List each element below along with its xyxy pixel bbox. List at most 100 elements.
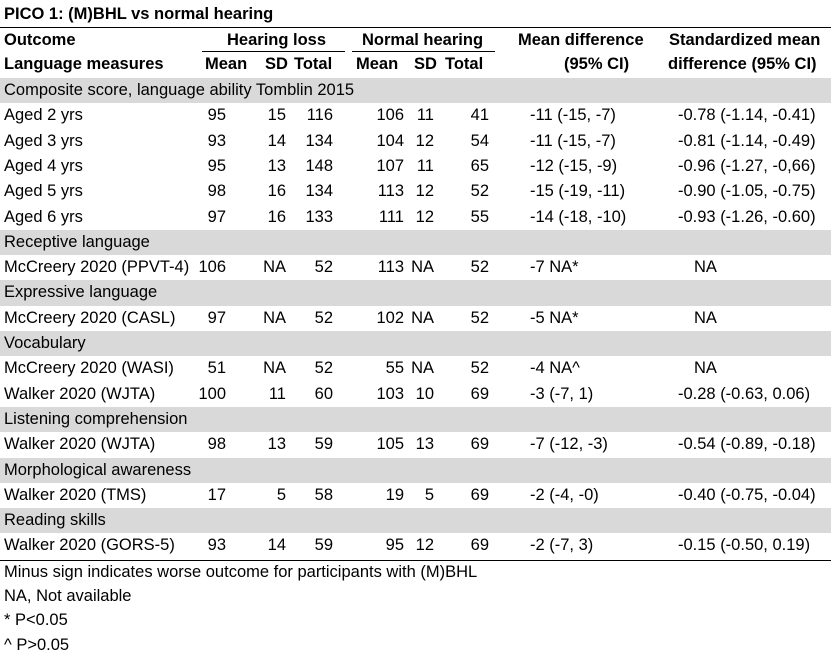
cell-label: McCreery 2020 (PPVT-4) — [4, 258, 190, 277]
cell-normal-hearing-total: 52 — [470, 308, 489, 327]
header-mean-difference: Mean difference — [518, 31, 644, 49]
cell-mean-difference: -15 (-19, -11) — [530, 182, 626, 201]
section-row: Expressive language — [0, 280, 831, 306]
cell-normal-hearing-sd: 5 — [424, 485, 434, 504]
cell-hearing-loss-mean: 51 — [207, 359, 226, 378]
table-row: Aged 4 yrs 95 13 148 107 11 65 -12 (-15, -9) -0.… — [0, 154, 831, 179]
bottom-rule — [0, 560, 831, 561]
cell-hearing-loss-total: 133 — [305, 207, 333, 226]
cell-label: Walker 2020 (GORS-5) — [4, 536, 175, 555]
cell-hearing-loss-sd: 13 — [267, 156, 286, 175]
cell-standardized-mean-difference: -0.96 (-1.27, -0,66) — [678, 156, 816, 175]
cell-mean-difference: -14 (-18, -10) — [530, 207, 627, 226]
cell-normal-hearing-total: 41 — [470, 106, 489, 125]
header-hl-total: Total — [294, 55, 333, 73]
header-mean-difference-ci: (95% CI) — [564, 55, 630, 73]
cell-hearing-loss-total: 52 — [314, 359, 333, 378]
cell-hearing-loss-total: 116 — [306, 106, 333, 125]
cell-normal-hearing-sd: 12 — [415, 536, 434, 555]
cell-hearing-loss-sd: 15 — [267, 106, 286, 125]
cell-hearing-loss-total: 148 — [305, 156, 333, 175]
cell-mean-difference: -7 (-12, -3) — [530, 435, 608, 454]
table-row: Walker 2020 (WJTA) 100 11 60 103 10 69 -3 (-7, … — [0, 382, 831, 407]
cell-label: Aged 5 yrs — [4, 182, 83, 201]
cell-normal-hearing-sd: 12 — [415, 182, 434, 201]
cell-normal-hearing-total: 69 — [470, 435, 489, 454]
cell-normal-hearing-mean: 106 — [376, 106, 404, 125]
cell-normal-hearing-mean: 113 — [377, 258, 404, 277]
cell-mean-difference: -2 (-4, -0) — [530, 485, 599, 504]
cell-mean-difference: -4 NA^ — [530, 359, 580, 378]
cell-mean-difference: -3 (-7, 1) — [530, 384, 594, 403]
cell-hearing-loss-sd: 11 — [268, 384, 286, 403]
table-row: McCreery 2020 (WASI) 51 NA 52 55 NA 52 -4 NA^ NA — [0, 356, 831, 381]
cell-normal-hearing-mean: 102 — [376, 308, 404, 327]
table-row: Aged 3 yrs 93 14 134 104 12 54 -11 (-15, -7) -0.… — [0, 129, 831, 154]
cell-normal-hearing-sd: NA — [411, 359, 434, 378]
cell-normal-hearing-sd: 13 — [415, 435, 434, 454]
cell-standardized-mean-difference: NA — [694, 308, 717, 327]
cell-hearing-loss-total: 134 — [305, 131, 333, 150]
table-row: Aged 6 yrs 97 16 133 111 12 55 -14 (-18, -10) -0… — [0, 205, 831, 230]
cell-hearing-loss-mean: 95 — [207, 106, 226, 125]
table-row: Walker 2020 (GORS-5) 93 14 59 95 12 69 -2 (-7, … — [0, 533, 831, 558]
cell-normal-hearing-total: 52 — [470, 359, 489, 378]
header-outcome: Outcome — [4, 31, 76, 49]
cell-hearing-loss-total: 134 — [305, 182, 333, 201]
cell-normal-hearing-sd: 12 — [415, 207, 434, 226]
section-row: Vocabulary — [0, 331, 831, 357]
cell-hearing-loss-sd: 13 — [267, 435, 286, 454]
cell-normal-hearing-total: 55 — [470, 207, 489, 226]
header-smd-line2: difference (95% CI) — [668, 55, 817, 73]
cell-label: McCreery 2020 (CASL) — [4, 308, 176, 327]
cell-hearing-loss-sd: 5 — [276, 485, 286, 504]
cell-label: McCreery 2020 (WASI) — [4, 359, 174, 378]
cell-normal-hearing-mean: 113 — [377, 182, 404, 201]
header-row-2: Language measures Mean SD Total Mean SD … — [0, 52, 831, 77]
cell-normal-hearing-total: 52 — [470, 258, 489, 277]
cell-normal-hearing-sd: NA — [411, 308, 434, 327]
cell-hearing-loss-total: 59 — [314, 536, 333, 555]
normal-hearing-group-rule — [352, 51, 495, 52]
header-smd-line1: Standardized mean — [669, 31, 821, 49]
cell-label: Walker 2020 (WJTA) — [4, 384, 156, 403]
cell-normal-hearing-sd: 12 — [415, 131, 434, 150]
cell-label: Aged 6 yrs — [4, 207, 83, 226]
cell-standardized-mean-difference: -0.90 (-1.05, -0.75) — [678, 182, 816, 201]
section-label: Reading skills — [4, 511, 106, 530]
table-row: Walker 2020 (TMS) 17 5 58 19 5 69 -2 (-4, -0) -0… — [0, 483, 831, 508]
header-hl-mean: Mean — [205, 55, 248, 73]
cell-normal-hearing-total: 69 — [470, 485, 489, 504]
table-row: McCreery 2020 (PPVT-4) 106 NA 52 113 NA 52 -7 N… — [0, 255, 831, 280]
section-row: Composite score, language ability Tombli… — [0, 78, 831, 104]
cell-normal-hearing-sd: 11 — [416, 156, 434, 175]
cell-label: Aged 2 yrs — [4, 106, 83, 125]
footnote-p-greater: ^ P>0.05 — [4, 636, 70, 654]
section-label: Composite score, language ability Tombli… — [4, 81, 355, 99]
section-row: Listening comprehension — [0, 406, 831, 433]
cell-hearing-loss-mean: 98 — [207, 435, 226, 454]
cell-standardized-mean-difference: -0.81 (-1.14, -0.49) — [678, 131, 816, 150]
cell-normal-hearing-mean: 55 — [385, 359, 404, 378]
cell-hearing-loss-total: 60 — [314, 384, 333, 403]
cell-hearing-loss-sd: 16 — [267, 182, 286, 201]
cell-mean-difference: -11 (-15, -7) — [530, 131, 616, 150]
cell-normal-hearing-total: 65 — [470, 156, 489, 175]
cell-normal-hearing-mean: 104 — [376, 131, 404, 150]
section-row: Morphological awareness — [0, 457, 831, 483]
section-label: Receptive language — [4, 232, 150, 251]
cell-normal-hearing-total: 69 — [470, 384, 489, 403]
cell-standardized-mean-difference: -0.54 (-0.89, -0.18) — [678, 435, 816, 454]
header-language-measures: Language measures — [4, 55, 164, 73]
cell-standardized-mean-difference: -0.78 (-1.14, -0.41) — [678, 106, 816, 125]
header-nh-mean: Mean — [356, 55, 399, 73]
cell-hearing-loss-sd: NA — [263, 308, 286, 327]
hearing-loss-group-rule — [202, 51, 345, 52]
cell-hearing-loss-sd: 16 — [267, 207, 286, 226]
cell-standardized-mean-difference: -0.93 (-1.26, -0.60) — [678, 207, 816, 226]
cell-normal-hearing-total: 69 — [470, 536, 489, 555]
cell-hearing-loss-mean: 17 — [207, 485, 226, 504]
table-row: Walker 2020 (WJTA) 98 13 59 105 13 69 -7 (-12, … — [0, 432, 831, 457]
cell-standardized-mean-difference: -0.40 (-0.75, -0.04) — [678, 485, 816, 504]
cell-normal-hearing-total: 54 — [470, 131, 489, 150]
